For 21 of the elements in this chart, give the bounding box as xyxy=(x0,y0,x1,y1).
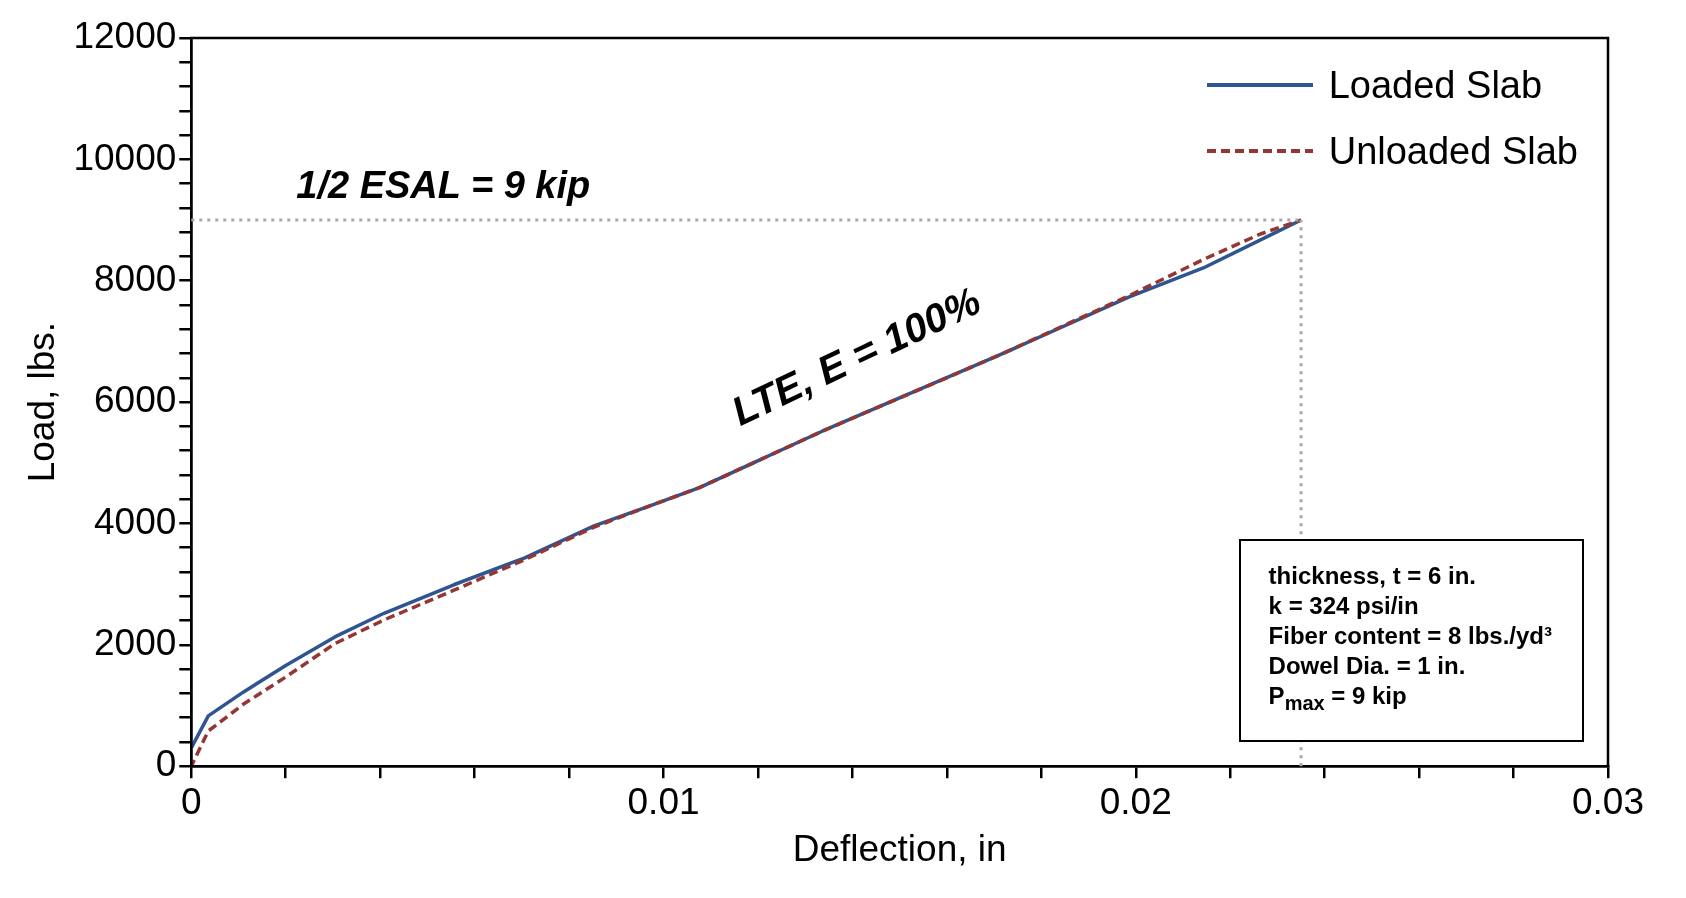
annotation: Fiber content = 8 lbs./yd³ xyxy=(1268,621,1552,652)
x-tick-label: 0.02 xyxy=(1099,780,1172,822)
y-tick-label: 2000 xyxy=(93,622,177,664)
annotation: LTE, E = 100% xyxy=(724,277,987,434)
annotation: Dowel Dia. = 1 in. xyxy=(1268,651,1467,682)
x-tick-label: 0.03 xyxy=(1571,780,1645,822)
y-axis-title: Load, lbs. xyxy=(21,321,63,483)
x-axis-title: Deflection, in xyxy=(792,828,1007,869)
legend-label: Loaded Slab xyxy=(1328,63,1543,108)
x-tick-label: 0.01 xyxy=(627,780,700,822)
annotation: 1/2 ESAL = 9 kip xyxy=(296,163,591,206)
y-tick-label: 12000 xyxy=(73,15,177,57)
y-tick-label: 4000 xyxy=(93,500,177,542)
y-tick-label: 10000 xyxy=(73,136,177,178)
y-tick-label: 6000 xyxy=(93,379,177,421)
legend-label: Unloaded Slab xyxy=(1328,129,1578,174)
y-tick-label: 0 xyxy=(155,743,177,785)
annotation: thickness, t = 6 in. xyxy=(1268,561,1478,592)
y-tick-label: 8000 xyxy=(93,257,177,299)
annotation: k = 324 psi/in xyxy=(1268,591,1420,622)
annotation: P$_{max}$ = 9 kip xyxy=(1268,681,1408,717)
